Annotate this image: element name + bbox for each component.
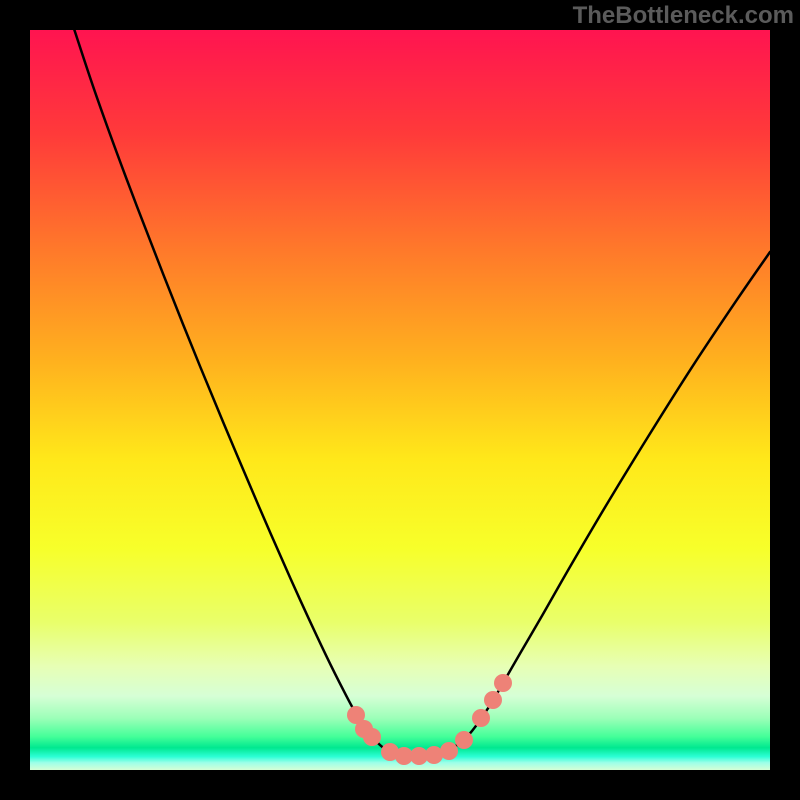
curve-marker [440, 742, 458, 760]
plot-area [30, 30, 770, 770]
curve-marker [455, 731, 473, 749]
watermark-text: TheBottleneck.com [573, 2, 794, 30]
bottleneck-curve [30, 30, 770, 770]
